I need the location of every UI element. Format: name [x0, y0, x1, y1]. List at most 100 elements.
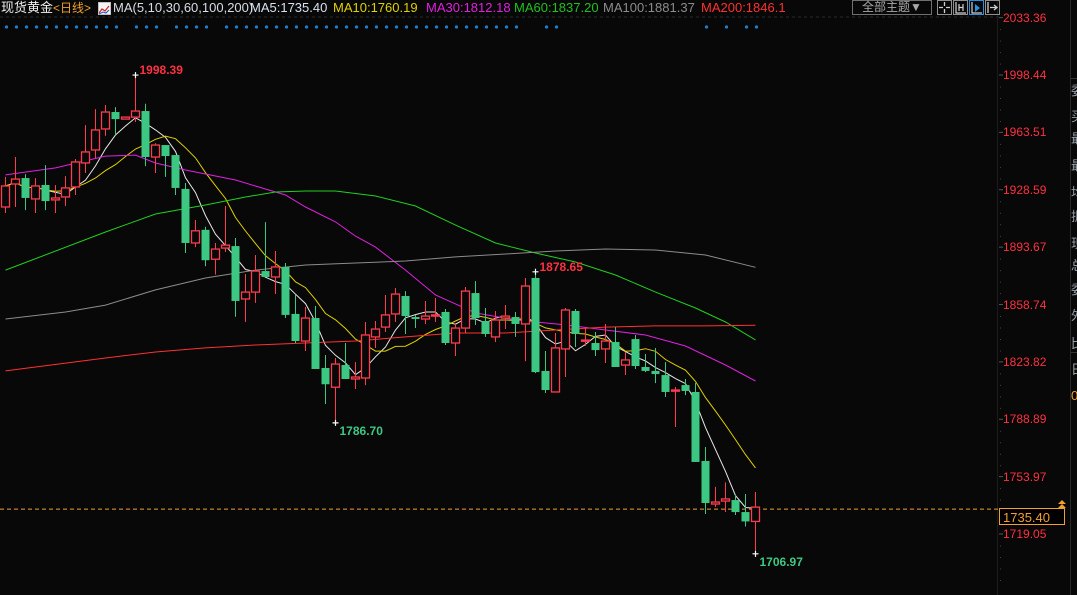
theme-dropdown-button[interactable]: 全部主题▼ [852, 0, 932, 15]
candle[interactable] [261, 222, 270, 277]
candle[interactable] [731, 494, 740, 516]
candle[interactable] [300, 307, 311, 352]
candle[interactable] [490, 310, 501, 343]
scroll-up-arrow-icon[interactable] [1057, 499, 1067, 508]
candle[interactable] [341, 343, 350, 379]
candle[interactable] [460, 286, 471, 333]
ma60-value: MA60:1837.20 [514, 0, 599, 15]
candle[interactable] [90, 109, 101, 159]
candle[interactable] [691, 382, 700, 462]
candle[interactable] [141, 103, 150, 167]
candle[interactable] [631, 334, 640, 369]
candle[interactable] [591, 332, 600, 356]
candle[interactable] [511, 311, 520, 337]
indicator-label[interactable]: MA(5,10,30,60,100,200) [113, 0, 254, 15]
candle[interactable] [201, 226, 210, 267]
candle[interactable] [641, 354, 650, 373]
candle[interactable] [111, 107, 120, 135]
candle[interactable] [0, 176, 11, 214]
candle[interactable] [291, 295, 300, 344]
y-minor-tick [1000, 488, 1001, 490]
candle[interactable] [360, 321, 371, 386]
candle[interactable] [550, 332, 561, 393]
candle[interactable] [620, 352, 631, 376]
candle[interactable] [311, 306, 320, 369]
exit-right-icon[interactable] [985, 0, 1000, 15]
y-tick-label: 1858.74 [1003, 297, 1047, 312]
candle[interactable] [161, 145, 170, 177]
candle[interactable] [541, 351, 550, 393]
candle[interactable] [80, 125, 91, 173]
candle[interactable] [10, 157, 21, 207]
candle-body [41, 184, 50, 202]
event-marker-dot [344, 25, 349, 29]
candle[interactable] [70, 159, 81, 195]
candle[interactable] [411, 314, 420, 329]
candle[interactable] [100, 104, 111, 136]
candle[interactable] [150, 143, 161, 173]
candle[interactable] [390, 287, 401, 322]
candle[interactable] [181, 182, 190, 253]
candle[interactable] [430, 297, 441, 322]
candle[interactable] [120, 116, 131, 120]
candle-body [390, 293, 401, 315]
candle[interactable] [571, 309, 580, 347]
candle[interactable] [41, 165, 50, 211]
candle[interactable] [450, 322, 461, 356]
candle[interactable] [380, 295, 391, 333]
candle[interactable] [520, 277, 531, 362]
candle[interactable] [60, 176, 71, 206]
y-minor-tick [1000, 327, 1001, 329]
candle[interactable] [441, 309, 450, 345]
candle[interactable] [240, 274, 251, 322]
candle[interactable] [701, 447, 710, 515]
candle[interactable] [500, 305, 511, 330]
candle[interactable] [741, 493, 750, 527]
candle[interactable] [130, 75, 141, 123]
candle[interactable] [651, 347, 660, 384]
candle[interactable] [250, 254, 261, 303]
candle[interactable] [611, 327, 620, 367]
fit-range-icon[interactable] [953, 0, 968, 15]
crosshair-icon[interactable] [937, 0, 952, 15]
candle[interactable] [321, 355, 330, 404]
candle[interactable] [210, 242, 221, 275]
candle[interactable] [190, 219, 201, 248]
candle[interactable] [420, 300, 431, 324]
candle[interactable] [21, 174, 30, 211]
candle[interactable] [710, 486, 721, 507]
candle[interactable] [30, 178, 41, 214]
candle[interactable] [50, 184, 61, 214]
candle[interactable] [270, 251, 281, 295]
play-forward-icon[interactable] [969, 0, 984, 15]
candle[interactable] [560, 308, 571, 378]
candle[interactable] [481, 308, 490, 337]
candle[interactable] [670, 387, 681, 427]
y-minor-tick [1000, 178, 1001, 180]
candle-body [80, 151, 91, 164]
y-minor-tick [1000, 270, 1001, 272]
candle[interactable] [720, 482, 731, 513]
candle[interactable] [370, 320, 381, 348]
candle[interactable] [600, 323, 611, 364]
y-minor-tick [1000, 407, 1001, 409]
candle[interactable] [231, 238, 240, 317]
candle[interactable] [531, 271, 540, 374]
event-marker-dot [304, 25, 309, 29]
candle[interactable] [281, 263, 290, 319]
y-minor-tick [1000, 109, 1001, 111]
period-selector[interactable]: <日线> [53, 1, 92, 15]
indicator-chart-icon[interactable] [98, 2, 111, 15]
candle[interactable] [681, 378, 690, 396]
candle[interactable] [580, 327, 591, 346]
candle[interactable] [750, 492, 761, 554]
candle[interactable] [350, 362, 361, 390]
candle[interactable] [661, 362, 670, 398]
candle[interactable] [220, 205, 231, 252]
candle[interactable] [171, 155, 180, 195]
candle[interactable] [471, 281, 480, 325]
event-marker-dot [294, 25, 299, 29]
candle[interactable] [401, 291, 410, 334]
candle[interactable] [330, 357, 341, 423]
